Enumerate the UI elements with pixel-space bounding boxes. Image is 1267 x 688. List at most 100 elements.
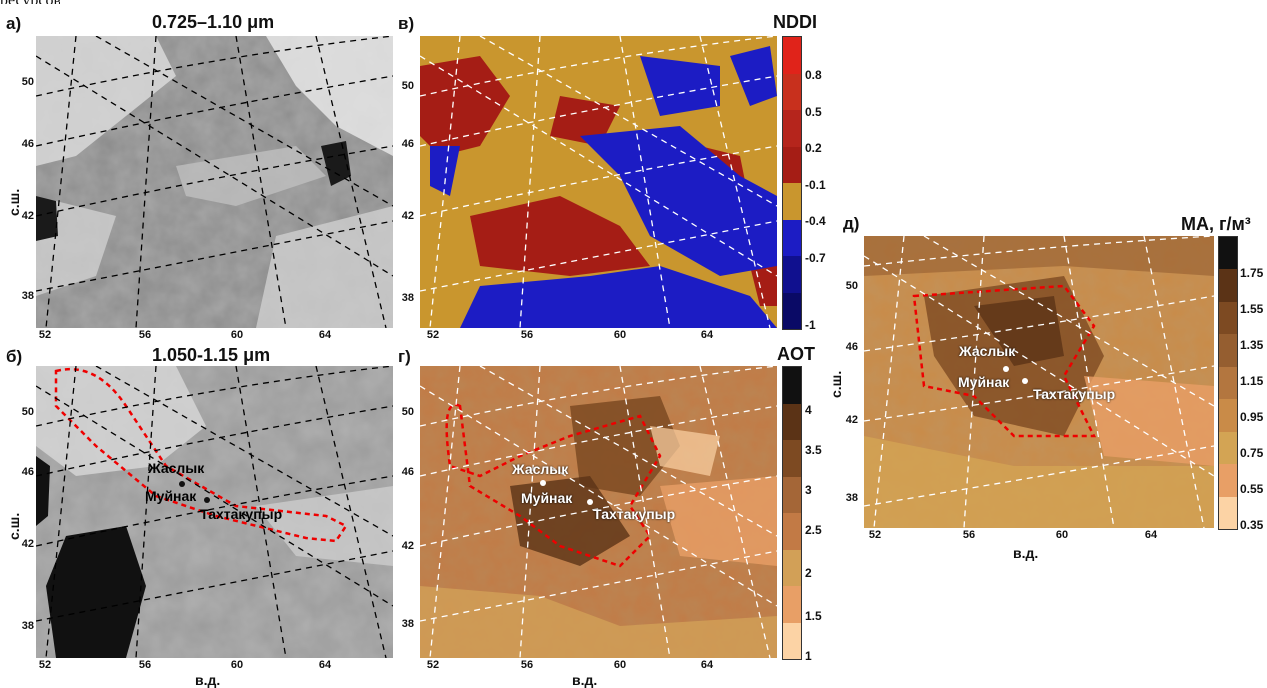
panel-g-cbar-tick: 4 [805,403,812,417]
panel-b-lon-60: 60 [230,659,244,671]
panel-v-lon-64: 64 [700,329,714,341]
panel-g-city-takhtakupyr: Тахтакупыр [593,506,676,522]
panel-v-cbar-title: NDDI [773,12,817,32]
panel-a-lon-56: 56 [138,329,152,341]
panel-v-lat-42: 42 [401,210,414,222]
panel-g-city-muynak: Муйнак [521,490,573,506]
panel-b-lat-38: 38 [21,620,34,632]
panel-b-city-zhaslyk: Жаслык [148,460,205,476]
panel-a-lon-60: 60 [230,329,244,341]
panel-v-cbar-tick: -0.4 [805,214,826,228]
panel-d-city-takhtakupyr: Тахтакупыр [1033,386,1116,402]
panel-b-lon-64: 64 [318,659,332,671]
panel-g-cbar-tick: 1.5 [805,609,822,623]
panel-a-lat-38: 38 [21,290,34,302]
panel-g-map [420,366,777,658]
zhaslyk-marker [1003,366,1009,372]
panel-g-lon-56: 56 [520,659,534,671]
panel-g-lat-38: 38 [401,618,414,630]
panel-g-cbar-title: AOT [777,344,815,364]
panel-g-cbar-tick: 3.5 [805,443,822,457]
panel-d-lon-52: 52 [868,529,882,541]
panel-b-lat-46: 46 [21,466,34,478]
panel-g-cbar-tick: 2.5 [805,523,822,537]
panel-g-lon-64: 64 [700,659,714,671]
panel-g-lat-50: 50 [401,406,414,418]
panel-a-letter: а) [6,14,22,33]
panel-v-map [420,36,777,328]
panel-b-ylabel: с.ш. [6,512,22,540]
panel-v-lat-38: 38 [401,292,414,304]
panel-b-city-takhtakupyr: Тахтакупыр [200,506,283,522]
clipped-caption: ресурсов [0,0,60,4]
panel-d-cbar-tick: 1.15 [1240,374,1264,388]
panel-v-cbar-tick: 0.8 [805,68,822,82]
panel-g-cbar-tick: 1 [805,649,812,663]
panel-a-lon-64: 64 [318,329,332,341]
panel-d-city-zhaslyk: Жаслык [959,343,1016,359]
panel-d-city-muynak: Муйнак [958,374,1010,390]
panel-a-lat-42: 42 [21,210,34,222]
panel-g-xlabel: в.д. [572,672,598,688]
panel-v-lat-50: 50 [401,80,414,92]
panel-d-lon-60: 60 [1055,529,1069,541]
panel-v-cbar-tick: 0.2 [805,141,822,155]
panel-d-map [864,236,1214,528]
panel-d-letter: д) [843,214,860,233]
panel-v-lon-52: 52 [426,329,440,341]
panel-d-cbar-tick: 0.55 [1240,482,1264,496]
panel-d-cbar-tick: 1.75 [1240,266,1264,280]
panel-d-cbar-tick: 0.75 [1240,446,1264,460]
panel-b-lon-52: 52 [38,659,52,671]
panel-d-cbar-tick: 0.95 [1240,410,1264,424]
panel-g-cbar-tick: 3 [805,483,812,497]
panel-b-letter: б) [6,347,23,366]
panel-d-xlabel: в.д. [1013,545,1039,561]
panel-a-map [36,36,393,328]
panel-d-lat-38: 38 [845,492,858,504]
panel-v-lon-56: 56 [520,329,534,341]
panel-a-lon-52: 52 [38,329,52,341]
panel-b-lat-42: 42 [21,538,34,550]
panel-d-cbar-title: MA, г/м³ [1181,214,1251,234]
panel-d-lat-42: 42 [845,414,858,426]
panel-b-xlabel: в.д. [195,672,221,688]
panel-v-colorbar [782,36,802,330]
panel-b-city-muynak: Муйнак [145,488,197,504]
panel-d-ylabel: с.ш. [828,370,844,398]
takhtakupyr-marker [587,499,593,505]
panel-g-letter: г) [398,347,411,366]
panel-g-colorbar [782,366,802,660]
panel-a-title: 0.725–1.10 μm [152,12,275,32]
panel-d-cbar-tick: 1.55 [1240,302,1264,316]
panel-b-map [36,366,393,658]
panel-g-lon-60: 60 [613,659,627,671]
panel-g-lat-42: 42 [401,540,414,552]
panel-a-lat-50: 50 [21,76,34,88]
zhaslyk-marker [540,480,546,486]
panel-d-lat-46: 46 [845,341,858,353]
panel-d-lat-50: 50 [845,280,858,292]
panel-d-cbar-tick: 0.35 [1240,518,1264,532]
panel-v-cbar-tick: -0.1 [805,178,826,192]
takhtakupyr-marker [204,497,210,503]
panel-g-lat-46: 46 [401,466,414,478]
panel-d-cbar-tick: 1.35 [1240,338,1264,352]
panel-b-lon-56: 56 [138,659,152,671]
panel-g-cbar-tick: 2 [805,566,812,580]
panel-a-ylabel: с.ш. [6,188,22,216]
zhaslyk-marker [179,481,185,487]
panel-v-cbar-tick: -0.7 [805,251,826,265]
panel-v-lon-60: 60 [613,329,627,341]
panel-g-lon-52: 52 [426,659,440,671]
panel-d-lon-56: 56 [962,529,976,541]
panel-b-title: 1.050-1.15 μm [152,345,271,365]
panel-v-cbar-tick: 0.5 [805,105,822,119]
panel-d-lon-64: 64 [1144,529,1158,541]
panel-v-cbar-tick: -1 [805,318,816,332]
panel-d-colorbar [1218,236,1238,530]
panel-v-lat-46: 46 [401,138,414,150]
panel-b-lat-50: 50 [21,406,34,418]
panel-v-letter: в) [398,14,415,33]
panel-g-city-zhaslyk: Жаслык [512,461,569,477]
